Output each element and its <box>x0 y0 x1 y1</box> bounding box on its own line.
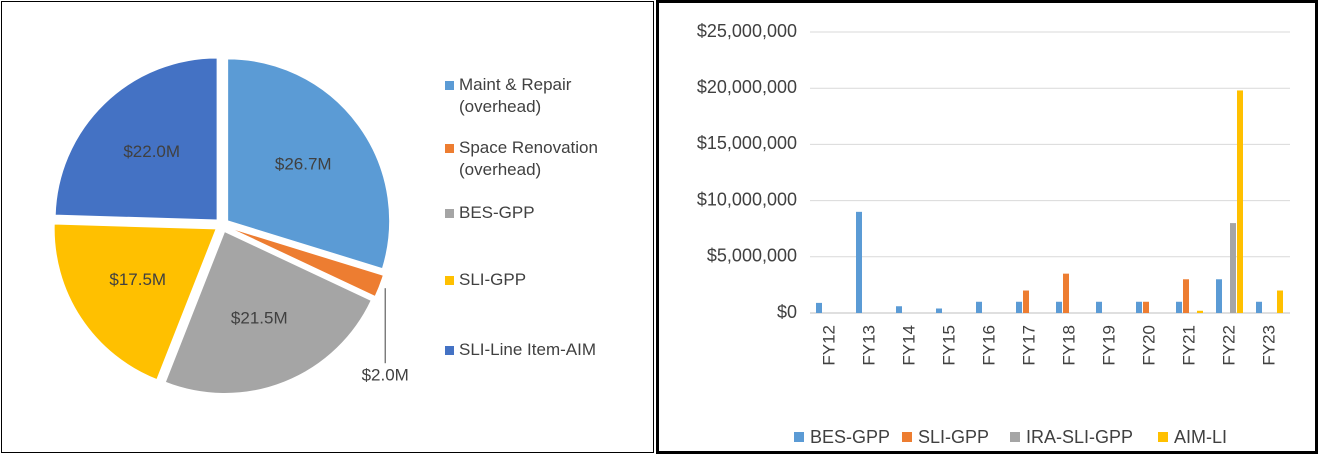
data-label: $22.0M <box>123 142 180 161</box>
legend-label: AIM-LI <box>1174 427 1227 447</box>
x-tick-label: FY21 <box>1179 325 1198 366</box>
legend-item: Maint & Repair (overhead) <box>445 74 645 118</box>
pie-slice <box>54 57 218 221</box>
legend-label: SLI-GPP <box>918 427 989 447</box>
legend-swatch <box>445 144 454 153</box>
bar <box>1256 301 1262 313</box>
legend-label: SLI-GPP <box>459 270 527 289</box>
legend-label: IRA-SLI-GPP <box>1026 427 1133 447</box>
legend-label: Space Renovation (overhead) <box>459 138 598 179</box>
pie-slice <box>228 227 384 298</box>
x-tick-label: FY19 <box>1099 325 1118 366</box>
x-tick-label: FY23 <box>1259 325 1278 366</box>
bar <box>1096 301 1102 313</box>
x-tick-label: FY12 <box>819 325 838 366</box>
legend-item: SLI-Line Item-AIM <box>445 339 645 361</box>
bar <box>1277 290 1283 313</box>
pie-slice <box>227 58 391 270</box>
legend-item: BES-GPP <box>445 202 645 224</box>
x-tick-label: FY20 <box>1139 325 1158 366</box>
x-tick-label: FY15 <box>939 325 958 366</box>
legend-swatch <box>445 276 454 285</box>
legend-swatch <box>445 81 454 90</box>
legend-swatch <box>794 432 804 442</box>
legend-label: Maint & Repair (overhead) <box>459 75 572 116</box>
bar <box>1216 279 1222 313</box>
legend-swatch <box>1158 432 1168 442</box>
bar <box>1023 290 1029 313</box>
legend-swatch <box>445 209 454 218</box>
legend-swatch <box>1010 432 1020 442</box>
legend-item: SLI-GPP <box>445 269 645 291</box>
bar <box>896 306 902 313</box>
legend-label: BES-GPP <box>459 203 535 222</box>
legend-swatch <box>902 432 912 442</box>
bar <box>1056 301 1062 313</box>
legend-label: BES-GPP <box>810 427 890 447</box>
bar <box>1237 90 1243 313</box>
legend-label: SLI-Line Item-AIM <box>459 340 596 359</box>
legend-swatch <box>445 346 454 355</box>
bar <box>1197 310 1203 313</box>
bar <box>1136 301 1142 313</box>
bar <box>1183 279 1189 313</box>
y-tick-label: $15,000,000 <box>697 133 797 153</box>
bar <box>856 211 862 313</box>
data-label: $2.0M <box>362 366 409 385</box>
legend-item: Space Renovation (overhead) <box>445 137 645 181</box>
x-tick-label: FY17 <box>1019 325 1038 366</box>
data-label: $21.5M <box>231 308 288 327</box>
pie-slice <box>53 223 217 381</box>
bar <box>1016 301 1022 313</box>
data-label: $17.5M <box>109 270 166 289</box>
pie-slice <box>164 230 372 395</box>
y-tick-label: $20,000,000 <box>697 77 797 97</box>
x-tick-label: FY22 <box>1219 325 1238 366</box>
y-tick-label: $0 <box>777 302 797 322</box>
bar <box>1230 223 1236 313</box>
bar <box>1063 273 1069 313</box>
y-tick-label: $25,000,000 <box>697 21 797 41</box>
right-panel <box>656 0 1318 454</box>
y-tick-label: $5,000,000 <box>707 246 797 266</box>
bar <box>936 308 942 313</box>
x-tick-label: FY18 <box>1059 325 1078 366</box>
bar <box>1176 301 1182 313</box>
bar <box>1143 301 1149 313</box>
x-tick-label: FY13 <box>859 325 878 366</box>
y-tick-label: $10,000,000 <box>697 189 797 209</box>
bar <box>816 302 822 313</box>
bar <box>976 301 982 313</box>
data-label: $26.7M <box>275 155 332 174</box>
x-tick-label: FY14 <box>899 325 918 366</box>
x-tick-label: FY16 <box>979 325 998 366</box>
